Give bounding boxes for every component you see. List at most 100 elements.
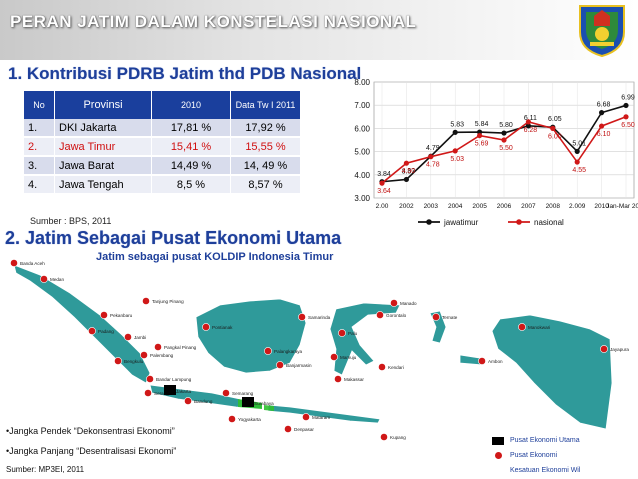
- data-point-nasional: [550, 125, 556, 131]
- data-point-nasional: [525, 119, 531, 125]
- data-label: 4.78: [426, 162, 440, 169]
- header-2010: 2010: [151, 91, 231, 119]
- city-label: Surabaya: [254, 401, 274, 406]
- data-label: 5.01: [572, 140, 586, 147]
- city-marker-pontianak: [202, 323, 210, 331]
- city-label: Bandar Lampung: [156, 377, 192, 382]
- cell-2010: 8,5 %: [151, 175, 231, 195]
- section-2-title: 2. Jatim Sebagai Pusat Ekonomi Utama: [5, 228, 342, 248]
- short-term-note: •Jangka Pendek “Dekonsentrasi Ekonomi”: [6, 426, 175, 436]
- indonesia-economic-map: Banda Aceh Medan Tanjung Pinang Pekanbaru Pa…: [10, 259, 629, 441]
- city-marker-bandung: [184, 397, 192, 405]
- east-java-emblem-icon: [579, 5, 625, 58]
- data-label: 6.05: [548, 116, 562, 123]
- city-marker-makassar: [334, 375, 342, 383]
- city-marker-ambon: [478, 357, 486, 365]
- cell-provinsi: Jawa Timur: [54, 137, 152, 157]
- x-tick-label: 2.009: [569, 203, 586, 210]
- data-point-jawatimur: [574, 148, 580, 154]
- cell-tw-2011: 15,55 %: [230, 137, 301, 157]
- city-label: Semarang: [232, 391, 254, 396]
- x-tick-label: 2003: [424, 203, 439, 210]
- legend-wil-label: Kesatuan Ekonomi Wil: [510, 467, 581, 474]
- cell-2010: 14,49 %: [151, 156, 231, 176]
- legend-main-symbol: [492, 437, 504, 445]
- table-row-highlight: 2. Jawa Timur 15,41 % 15,55 %: [24, 137, 301, 157]
- city-marker-semarang: [222, 389, 230, 397]
- city-marker-yogyakarta: [228, 415, 236, 423]
- header-no: No: [24, 91, 55, 119]
- y-tick-label: 4.00: [354, 171, 370, 180]
- city-label: Palangkaraya: [274, 349, 303, 354]
- long-term-note: •Jangka Panjang “Desentralisasi Ekonomi”: [6, 446, 177, 456]
- city-marker-manokwari: [518, 323, 526, 331]
- data-point-nasional: [379, 180, 385, 186]
- island-shapes: [13, 264, 613, 430]
- city-label: Serang: [154, 391, 169, 396]
- data-point-nasional: [403, 160, 409, 166]
- city-label: Padang: [98, 329, 114, 334]
- y-tick-label: 3.00: [354, 194, 370, 203]
- cell-tw-2011: 17,92 %: [230, 119, 301, 138]
- header-provinsi: Provinsi: [54, 91, 152, 119]
- bali-region: [264, 405, 274, 411]
- legend-marker-nasional: [516, 219, 522, 225]
- city-label: Yogyakarta: [238, 417, 261, 422]
- city-label: Mamuju: [340, 355, 357, 360]
- city-label: Pangkal Pinang: [164, 345, 197, 350]
- maluku-islands: [429, 310, 487, 366]
- city-marker-kendari: [378, 363, 386, 371]
- city-marker-manado: [390, 299, 398, 307]
- data-point-nasional: [428, 154, 434, 160]
- data-point-nasional: [574, 159, 580, 165]
- x-tick-label: 2010: [594, 203, 609, 210]
- data-point-jawatimur: [501, 130, 507, 136]
- city-label: Bandung: [194, 399, 213, 404]
- city-marker-banjarmasin: [276, 361, 284, 369]
- data-point-nasional: [501, 137, 507, 143]
- data-point-nasional: [477, 132, 483, 139]
- data-label: 5.80: [499, 122, 513, 129]
- city-label: Pontianak: [212, 325, 233, 330]
- y-tick-label: 8.00: [354, 78, 370, 87]
- city-label: Palembang: [150, 353, 174, 358]
- data-label: 5.84: [475, 121, 489, 128]
- x-tick-label: 2004: [448, 203, 463, 210]
- city-label: Banjarmasin: [286, 363, 312, 368]
- legend-label: jawatimur: [443, 218, 479, 227]
- table-header-row: No Provinsi 2010 Data Tw I 2011: [24, 91, 301, 119]
- data-label: 5.50: [499, 145, 513, 152]
- city-marker-jambi: [124, 333, 132, 341]
- city-marker-ternate: [432, 313, 440, 321]
- table-row: 4. Jawa Tengah 8,5 % 8,57 %: [24, 175, 301, 195]
- bali-nusa-island: [267, 404, 381, 424]
- data-label: 3.87: [402, 168, 416, 175]
- papua-island: [491, 314, 613, 430]
- city-label: Makassar: [344, 377, 364, 382]
- city-marker-pangkal-pinang: [154, 343, 162, 351]
- city-marker-palangkaraya: [264, 347, 272, 355]
- data-label: 4.55: [572, 167, 586, 174]
- city-marker-banda-aceh: [10, 259, 18, 267]
- section-2-subtitle: Jatim sebagai pusat KOLDIP Indonesia Tim…: [96, 251, 334, 263]
- data-label: 6.99: [621, 94, 635, 101]
- sumatra-island: [13, 264, 151, 384]
- data-point-nasional: [599, 123, 605, 129]
- city-label: Jakarta: [176, 389, 192, 394]
- city-label: Denpasar: [294, 427, 314, 432]
- city-marker-palembang: [140, 351, 148, 359]
- section-1-title: 1. Kontribusi PDRB Jatim thd PDB Nasiona…: [8, 64, 362, 83]
- city-label: Kendari: [388, 365, 404, 370]
- city-marker-mamuju: [330, 353, 338, 361]
- city-marker-tanjung-pinang: [142, 297, 150, 305]
- data-label: 6.28: [524, 127, 538, 134]
- x-tick-label: 2002: [399, 203, 414, 210]
- city-marker-kupang: [380, 433, 388, 441]
- legend-center-label: Pusat Ekonomi: [510, 452, 558, 459]
- data-label: 6.00: [548, 133, 562, 140]
- legend-label: nasional: [534, 218, 564, 227]
- city-marker-gorontalo: [376, 311, 384, 319]
- x-tick-label: 2007: [521, 203, 536, 210]
- city-marker-mataram: [302, 413, 310, 421]
- data-label: 5.83: [450, 121, 464, 128]
